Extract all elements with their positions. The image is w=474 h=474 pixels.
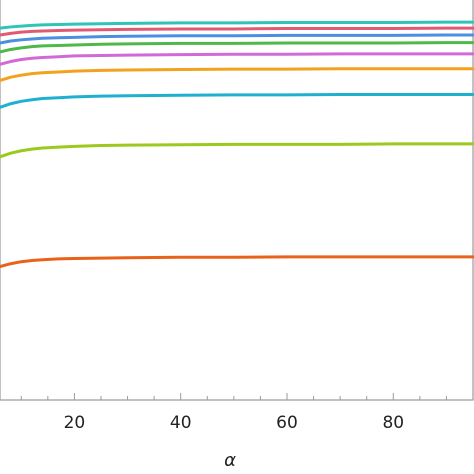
- series-line-6: [0, 67, 474, 82]
- plot-frame: [0, 0, 474, 401]
- series-line-2: [0, 26, 474, 37]
- series-line-8: [0, 142, 474, 159]
- x-tick-label: 60: [276, 413, 298, 433]
- series-line-3: [0, 33, 474, 45]
- series-line-4: [0, 41, 474, 54]
- x-tick-label: 80: [382, 413, 404, 433]
- series-line-9: [0, 255, 474, 269]
- series-lines: [0, 20, 474, 269]
- series-line-5: [0, 52, 474, 66]
- series-line-1: [0, 20, 474, 30]
- x-tick-labels: 20 40 60 80: [64, 413, 405, 433]
- x-tick-label: 40: [170, 413, 192, 433]
- x-tick-label: 20: [64, 413, 86, 433]
- x-major-ticks: [73, 393, 394, 400]
- x-axis-label: α: [224, 450, 236, 471]
- series-line-7: [0, 92, 474, 109]
- x-minor-ticks: [20, 396, 447, 400]
